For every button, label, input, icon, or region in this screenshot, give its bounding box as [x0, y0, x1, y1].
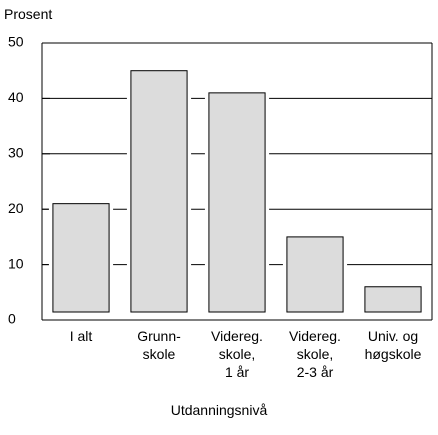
- bar: [52, 203, 110, 313]
- bar: [286, 236, 344, 313]
- bar: [364, 286, 422, 313]
- y-tick-label: 50: [8, 34, 24, 50]
- y-tick-label: 20: [8, 200, 24, 216]
- x-tick-label: Videreg. skole, 2-3 år: [289, 328, 341, 380]
- y-tick-label: 30: [8, 145, 24, 161]
- x-tick-label: I alt: [69, 328, 93, 344]
- y-tick-label: 40: [8, 89, 24, 105]
- x-tick-label: Grunn- skole: [137, 328, 181, 362]
- y-axis-label: Prosent: [4, 6, 53, 22]
- y-tick-label: 10: [8, 255, 24, 271]
- bar: [130, 70, 188, 313]
- x-axis-label: Utdanningsnivå: [170, 402, 268, 418]
- x-tick-label: Videreg. skole, 1 år: [211, 328, 263, 380]
- bar: [208, 92, 266, 313]
- x-tick-label: Univ. og høgskole: [364, 328, 422, 362]
- y-tick-label: 0: [8, 311, 16, 327]
